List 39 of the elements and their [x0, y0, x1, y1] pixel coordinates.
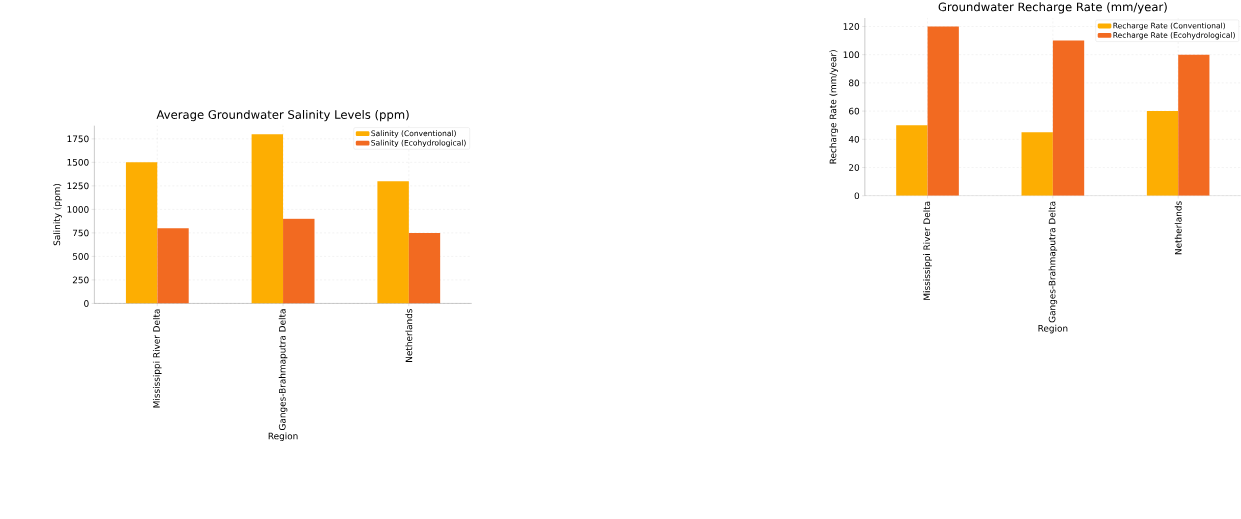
bar [377, 181, 409, 304]
y-tick-label: 1750 [67, 135, 89, 143]
y-tick-label: 500 [72, 253, 89, 260]
y-axis-title: Recharge Rate (mm/year) [829, 50, 839, 164]
y-tick-label: 750 [72, 229, 89, 237]
y-tick-label: 250 [72, 276, 89, 284]
x-tick-label: Ganges-Brahmaputra Delta [1048, 201, 1058, 323]
bar [125, 162, 158, 304]
chart-title: Groundwater Recharge Rate (mm/year) [938, 2, 1167, 14]
y-tick-label: 1500 [67, 159, 89, 166]
y-tick-label: 120 [843, 23, 860, 30]
bar [1178, 54, 1210, 196]
y-tick-label: 0 [854, 192, 860, 200]
bar [896, 125, 928, 196]
y-axis-title: Salinity (ppm) [53, 184, 62, 246]
y-tick-label: 20 [849, 164, 860, 171]
x-axis-title: Region [268, 432, 298, 442]
bar [408, 232, 441, 304]
x-tick-label: Mississippi River Delta [152, 309, 162, 408]
y-tick-label: 80 [848, 79, 860, 87]
x-tick-label: Mississippi River Delta [923, 201, 932, 300]
bar [157, 228, 189, 304]
y-tick-label: 40 [848, 136, 860, 143]
y-tick-label: 1250 [67, 182, 89, 190]
bar [1021, 132, 1053, 196]
bar [1052, 40, 1085, 196]
bar [283, 218, 315, 304]
x-axis-title: Region [1038, 324, 1068, 334]
y-tick-label: 1000 [67, 206, 89, 213]
bar [927, 26, 959, 196]
y-tick-label: 0 [84, 300, 89, 307]
x-tick-label: Netherlands [405, 309, 413, 362]
bar [251, 134, 284, 304]
y-tick-label: 100 [843, 51, 860, 59]
bar [1146, 111, 1179, 196]
chart-title: Average Groundwater Salinity Levels (ppm) [156, 110, 409, 122]
x-tick-label: Netherlands [1174, 201, 1182, 255]
y-tick-label: 60 [849, 107, 860, 115]
x-tick-label: Ganges-Brahmaputra Delta [278, 309, 288, 431]
